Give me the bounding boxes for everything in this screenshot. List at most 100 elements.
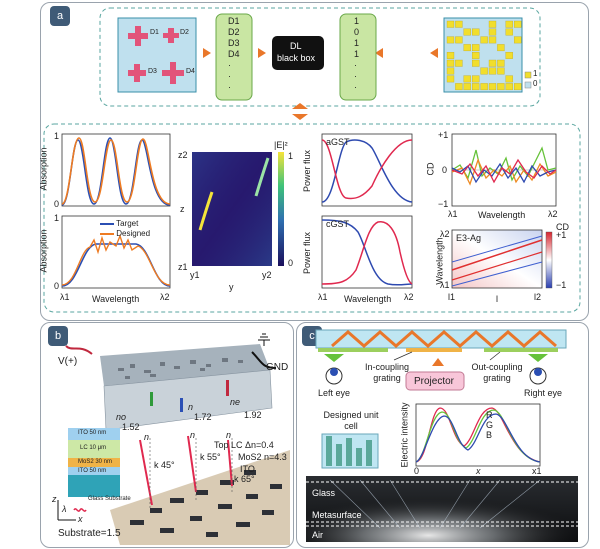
pixel-cell <box>455 36 463 44</box>
in-grating <box>406 348 462 352</box>
wave <box>73 508 87 512</box>
out-coupling: Out-coupling grating <box>471 362 523 383</box>
field-z2: z2 <box>178 150 188 160</box>
pixel-cell <box>488 36 497 44</box>
pixel-cell <box>463 28 471 36</box>
pixel-cell <box>488 83 497 91</box>
d-item: D2 <box>228 27 240 37</box>
pixel-cell <box>505 83 513 91</box>
d-item: D3 <box>228 38 240 48</box>
intensity-legend-G: G <box>486 420 494 430</box>
cross-shapes <box>128 26 184 84</box>
flux-top-name: aGST <box>326 137 350 147</box>
pixel-cell <box>514 83 522 91</box>
workflow-frame <box>99 7 541 107</box>
layer-ito-bottom: ITO 50 nm <box>78 468 107 474</box>
pixel-cell <box>455 20 463 28</box>
abs-x0: λ1 <box>60 292 70 302</box>
field-map <box>192 152 284 266</box>
bit-item: 1 <box>354 16 360 26</box>
field-title: |E|² <box>274 140 288 150</box>
abs-top-y1: 1 <box>54 131 60 141</box>
device-front <box>103 369 273 431</box>
flux-bottom-chart <box>321 215 413 289</box>
field-cbar-0: 0 <box>288 258 294 268</box>
bit-item: 1 <box>354 49 360 59</box>
pixel-cell <box>472 52 480 59</box>
stack-x: x <box>78 514 83 524</box>
angle-55: k 55° <box>200 452 221 462</box>
black-box-line2: black box <box>277 53 316 63</box>
pixel-cell <box>480 36 488 44</box>
abs-x1: λ2 <box>160 292 170 302</box>
intensity-x1: x1 <box>532 466 542 476</box>
pixel-cell <box>472 28 480 36</box>
arrow-3 <box>375 48 383 58</box>
layer-mos2: MoS2 30 nm <box>78 459 113 465</box>
out-grating-left <box>318 348 388 352</box>
d-item: D1 <box>228 16 240 26</box>
field-y1: y1 <box>190 270 200 280</box>
vplus: V(+) <box>58 356 78 367</box>
unit-d1: D1 <box>150 29 159 36</box>
unit-cell-box <box>117 17 197 93</box>
abs-top-y0: 0 <box>54 199 60 209</box>
pixel-cell <box>488 20 497 28</box>
projector-beam <box>432 358 444 366</box>
pixel-cell <box>514 36 522 44</box>
cd-y0: 0 <box>442 165 448 175</box>
in-coupling: In-coupling grating <box>364 362 410 383</box>
pixel-cell <box>480 83 488 91</box>
pixel-cell <box>497 83 505 91</box>
layer-glass: Glass <box>312 488 336 498</box>
projector-box <box>405 371 465 391</box>
substrate-label: Substrate=1.5 <box>58 528 121 539</box>
field-ylabel: z <box>180 204 185 214</box>
cd-x0: λ1 <box>448 209 458 219</box>
cross-section-rays <box>329 479 541 529</box>
down-up-arrow <box>292 103 308 109</box>
pixel-cell <box>463 44 471 52</box>
angle-65: k 65° <box>234 474 255 484</box>
field-z1: z1 <box>178 262 188 272</box>
red-marker <box>226 380 229 396</box>
pixel-cell <box>472 75 480 83</box>
ne-val: 1.92 <box>244 410 262 420</box>
device-top <box>100 344 270 386</box>
flux-bottom-name: cGST <box>326 219 350 229</box>
layer-lc: LC 10 μm <box>80 445 107 451</box>
cdmap-y2: λ2 <box>440 229 450 239</box>
legend-designed: Designed <box>116 229 151 238</box>
intensity-legend-R: R <box>486 410 493 420</box>
n-val: 1.72 <box>194 412 212 422</box>
intensity-chart <box>415 403 541 467</box>
field-xlabel: y <box>229 282 234 292</box>
pixel-cell <box>463 75 471 83</box>
intensity-x0: 0 <box>414 466 420 476</box>
absorption-bottom-chart <box>61 215 171 289</box>
field-cbar-1: 1 <box>288 151 294 161</box>
cdmap-cb-label: CD <box>556 222 569 232</box>
cdmap-x2: l2 <box>534 292 542 302</box>
pixel-cell <box>446 20 455 28</box>
wire-right <box>251 351 277 369</box>
bit-item: 0 <box>354 27 360 37</box>
d-list: D1 D2 D3 D4 · · · <box>228 16 248 93</box>
pixel-cell <box>488 28 497 36</box>
cdmap-cb-bot: −1 <box>556 280 567 290</box>
legend-one: 1 <box>533 69 538 78</box>
n-label: n <box>188 402 194 412</box>
d-column <box>215 13 253 101</box>
projector-label: Projector <box>414 376 455 387</box>
left-eye-icon <box>325 367 343 385</box>
out-grating-right <box>484 348 558 352</box>
blue-marker <box>180 398 183 412</box>
results-frame <box>43 123 581 313</box>
pixel-cell <box>446 59 455 67</box>
intensity-legend-B: B <box>486 430 493 440</box>
pixel-cell <box>514 20 522 28</box>
right-beam <box>528 354 548 362</box>
field-y2: y2 <box>262 270 272 280</box>
